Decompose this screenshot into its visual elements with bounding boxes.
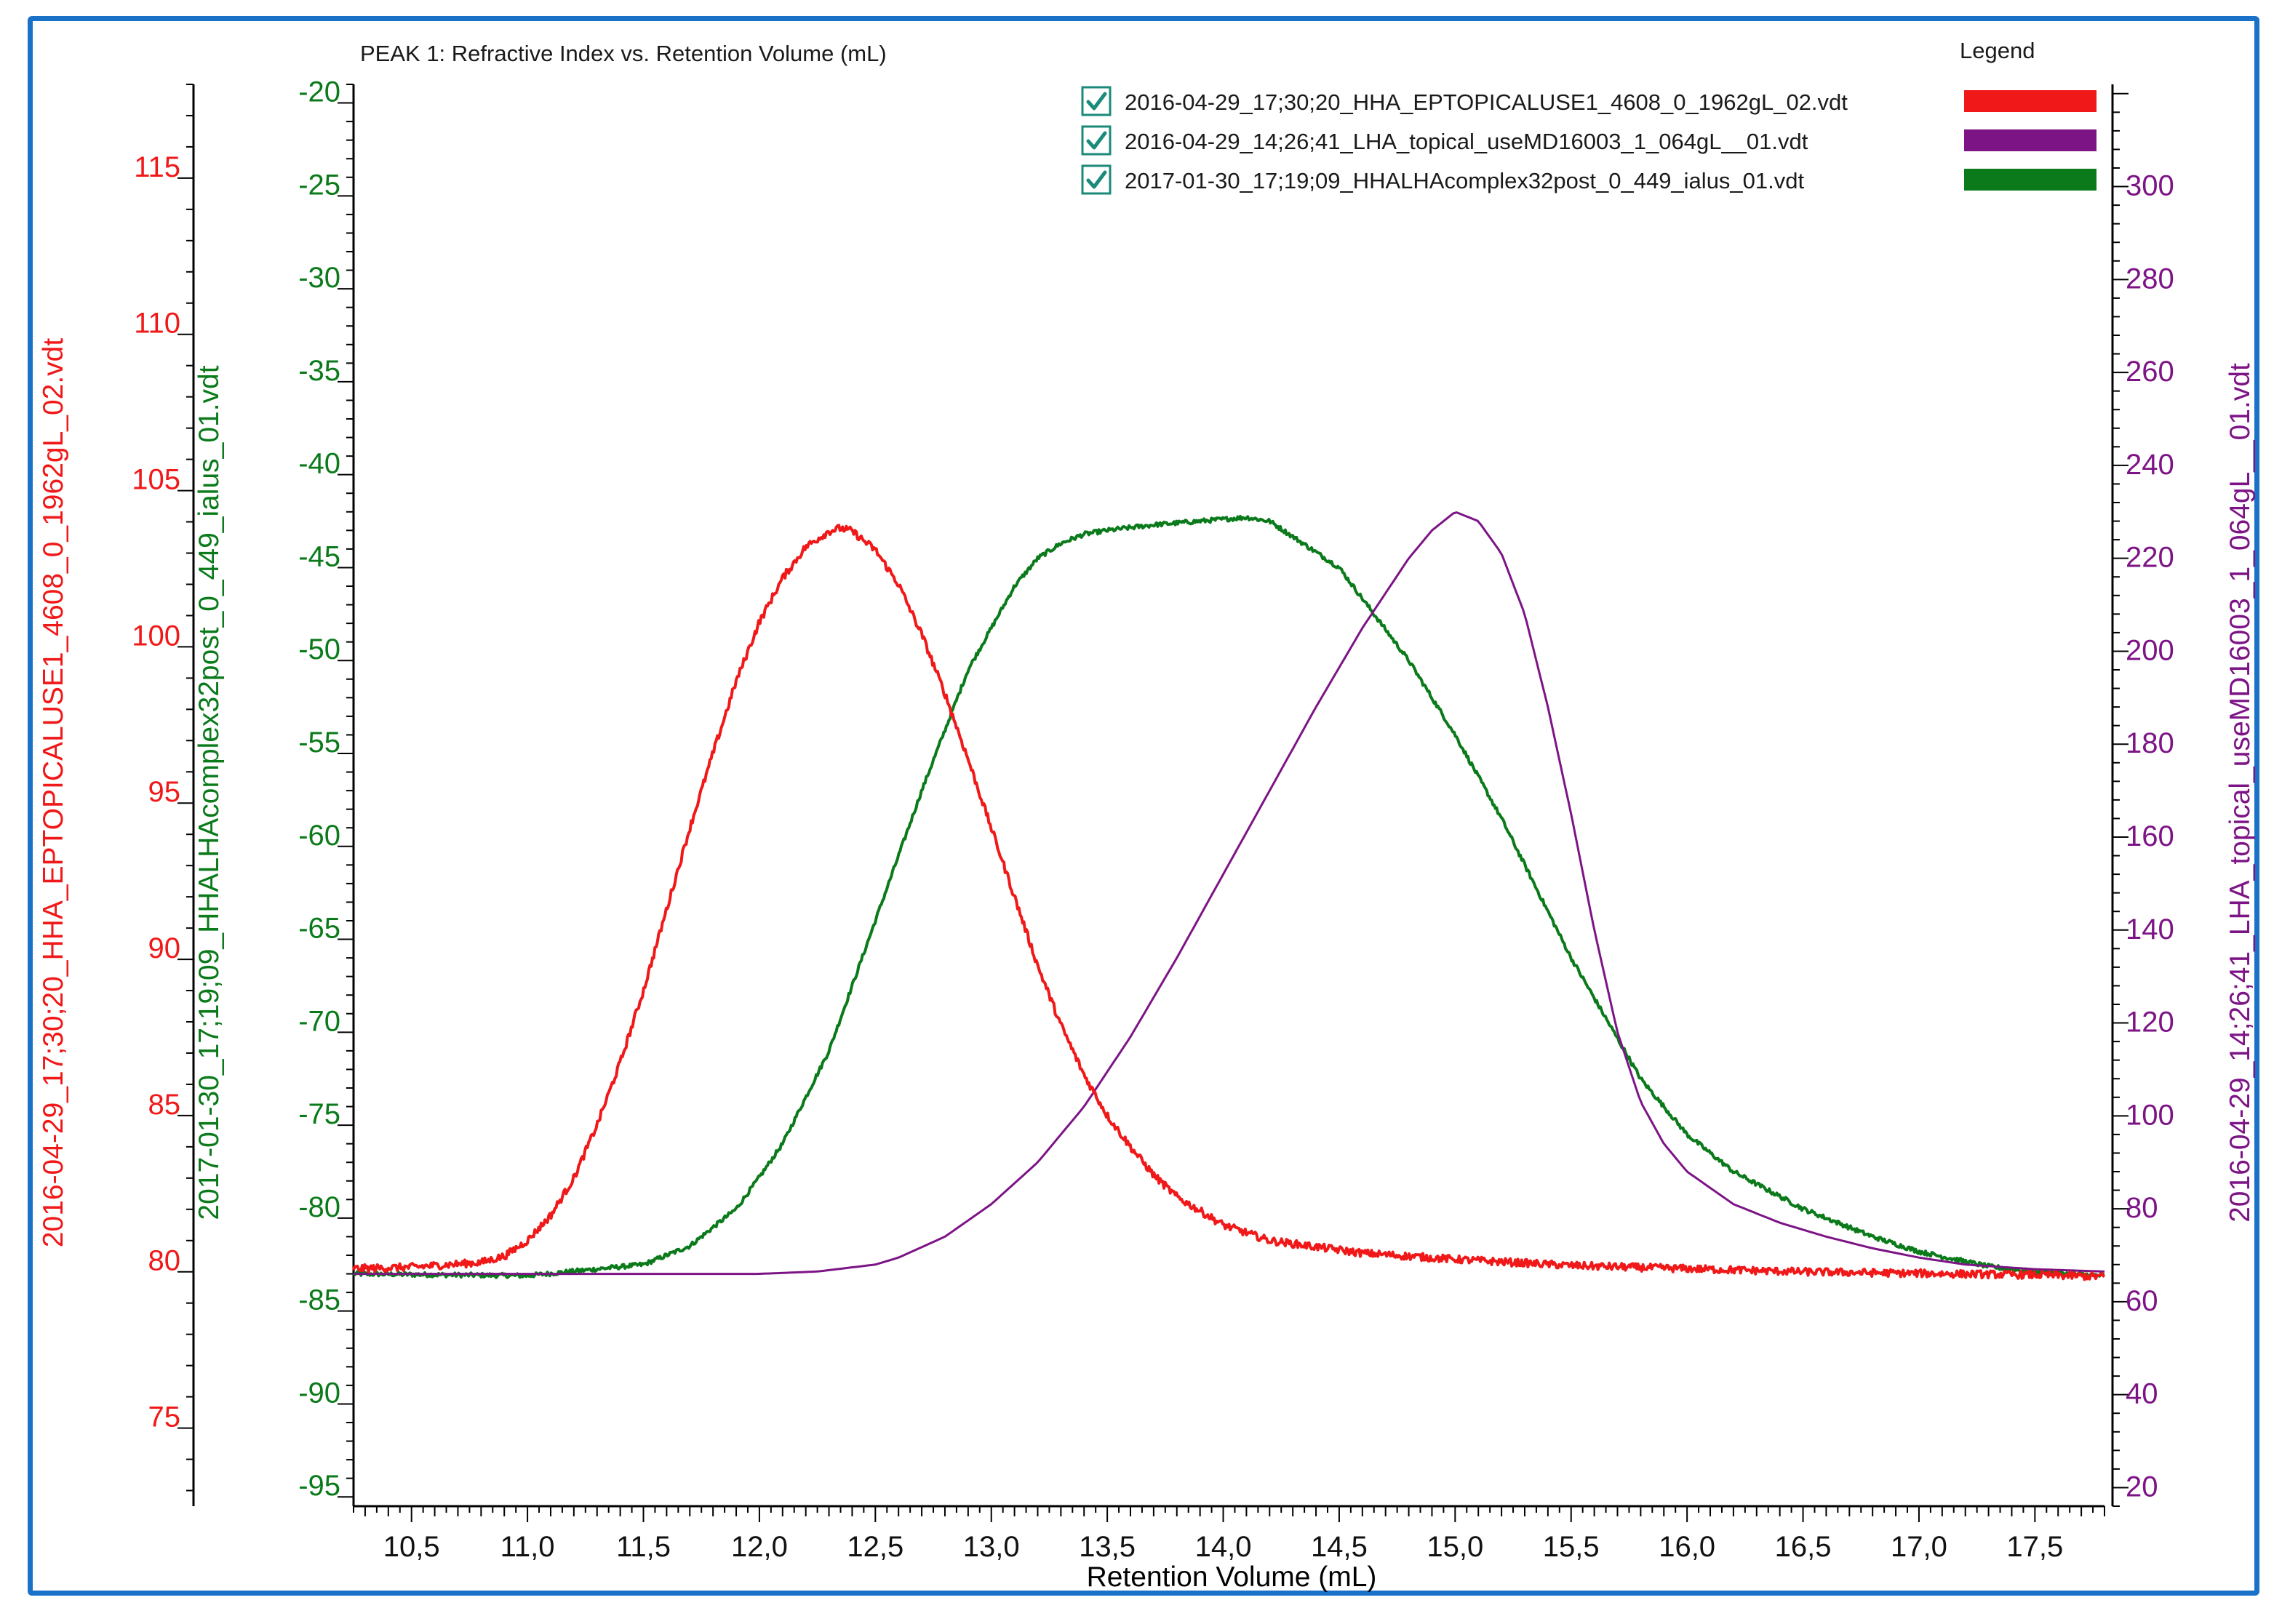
legend-title: Legend	[1960, 38, 2035, 63]
purple-y-tick-label: 260	[2126, 356, 2174, 388]
checkbox-box	[1081, 86, 1112, 116]
legend-color-swatch	[1964, 90, 2096, 112]
purple-y-tick-label: 240	[2126, 449, 2174, 481]
purple-y-tick-label: 140	[2126, 913, 2174, 945]
red-y-axis-label: 2016-04-29_17;30;20_HHA_EPTOPICALUSE1_46…	[38, 338, 69, 1248]
green-y-tick-label: -25	[298, 169, 340, 201]
legend-color-swatch	[1964, 129, 2096, 151]
legend: 2016-04-29_17;30;20_HHA_EPTOPICALUSE1_46…	[1081, 86, 2096, 195]
red-y-tick-label: 90	[148, 932, 181, 964]
x-tick-label: 16,0	[1659, 1531, 1715, 1563]
green-y-tick-label: -95	[298, 1470, 340, 1502]
purple-y-tick-label: 120	[2126, 1007, 2174, 1039]
purple-y-tick-label: 60	[2126, 1285, 2158, 1317]
purple-y-tick-label: 300	[2126, 170, 2174, 202]
x-tick-label: 15,5	[1543, 1531, 1600, 1563]
legend-entry-label: 2017-01-30_17;19;09_HHALHAcomplex32post_…	[1125, 168, 1805, 193]
checkmark-icon	[1086, 92, 1107, 111]
series-line-red	[352, 524, 2106, 1281]
red-y-tick-label: 95	[148, 776, 181, 808]
purple-y-tick-label: 160	[2126, 820, 2174, 852]
x-tick-label: 13,5	[1079, 1531, 1136, 1563]
plot-area	[352, 511, 2106, 1281]
red-y-tick-label: 110	[134, 308, 180, 340]
purple-y-tick-label: 200	[2126, 634, 2174, 666]
legend-checkbox[interactable]	[1081, 125, 1112, 156]
x-tick-label: 16,5	[1775, 1531, 1832, 1563]
red-y-tick-label: 85	[148, 1089, 181, 1121]
red-y-tick-label: 80	[148, 1245, 181, 1277]
green-y-tick-label: -50	[298, 633, 340, 665]
chart-title: PEAK 1: Refractive Index vs. Retention V…	[360, 41, 887, 66]
purple-y-tick-label: 80	[2126, 1192, 2158, 1224]
purple-y-tick-label: 220	[2126, 542, 2174, 574]
checkmark-icon	[1086, 170, 1107, 189]
legend-color-swatch	[1964, 169, 2096, 191]
red-y-tick-label: 115	[134, 151, 180, 183]
x-tick-label: 15,0	[1427, 1531, 1483, 1563]
x-tick-label: 10,5	[383, 1531, 440, 1563]
purple-y-axis-label: 2016-04-29_14;26;41_LHA_topical_useMD160…	[2225, 363, 2256, 1223]
legend-checkbox[interactable]	[1081, 86, 1112, 116]
green-y-tick-label: -55	[298, 727, 340, 759]
green-y-tick-label: -75	[298, 1098, 340, 1130]
x-tick-label: 17,5	[2006, 1531, 2063, 1563]
green-y-tick-label: -90	[298, 1377, 340, 1409]
purple-y-tick-label: 180	[2126, 727, 2174, 759]
checkbox-box	[1081, 125, 1112, 156]
checkbox-box	[1081, 164, 1112, 195]
green-y-tick-label: -85	[298, 1284, 340, 1316]
green-y-tick-label: -80	[298, 1191, 340, 1223]
green-y-tick-label: -60	[298, 820, 340, 852]
chart-frame	[28, 16, 2259, 1596]
green-y-axis-label: 2017-01-30_17;19;09_HHALHAcomplex32post_…	[194, 365, 225, 1220]
green-y-tick-label: -45	[298, 540, 340, 572]
x-tick-label: 13,0	[963, 1531, 1020, 1563]
x-tick-label: 12,0	[731, 1531, 788, 1563]
x-tick-label: 14,5	[1311, 1531, 1368, 1563]
red-y-tick-label: 75	[148, 1401, 181, 1433]
purple-y-tick-label: 40	[2126, 1378, 2158, 1410]
x-axis-label: Retention Volume (mL)	[1087, 1561, 1377, 1593]
series-line-purple	[354, 511, 2105, 1276]
green-y-tick-label: -20	[298, 76, 340, 108]
x-tick-label: 11,0	[500, 1531, 555, 1563]
green-y-tick-label: -40	[298, 448, 340, 480]
legend-checkbox[interactable]	[1081, 164, 1112, 195]
x-tick-label: 12,5	[847, 1531, 903, 1563]
purple-y-tick-label: 100	[2126, 1099, 2174, 1131]
series-line-green	[352, 515, 2105, 1279]
green-y-tick-label: -70	[298, 1005, 340, 1037]
red-y-tick-label: 105	[132, 464, 180, 496]
x-tick-label: 11,5	[616, 1531, 671, 1563]
x-tick-label: 14,0	[1195, 1531, 1252, 1563]
axes-layer: 10,5 11,0 11,5 12,0 12,5 13,0 13,5 14,0 14,5 15,0…	[38, 76, 2256, 1563]
x-tick-label: 17,0	[1891, 1531, 1947, 1563]
purple-y-tick-label: 20	[2126, 1471, 2158, 1503]
checkmark-icon	[1086, 131, 1107, 150]
purple-y-tick-label: 280	[2126, 263, 2174, 295]
legend-entry-label: 2016-04-29_14;26;41_LHA_topical_useMD160…	[1125, 129, 1808, 154]
green-y-tick-label: -35	[298, 355, 340, 387]
red-y-tick-label: 100	[132, 620, 180, 652]
legend-entry-label: 2016-04-29_17;30;20_HHA_EPTOPICALUSE1_46…	[1125, 89, 1848, 115]
green-y-tick-label: -65	[298, 913, 340, 945]
green-y-tick-label: -30	[298, 262, 340, 294]
